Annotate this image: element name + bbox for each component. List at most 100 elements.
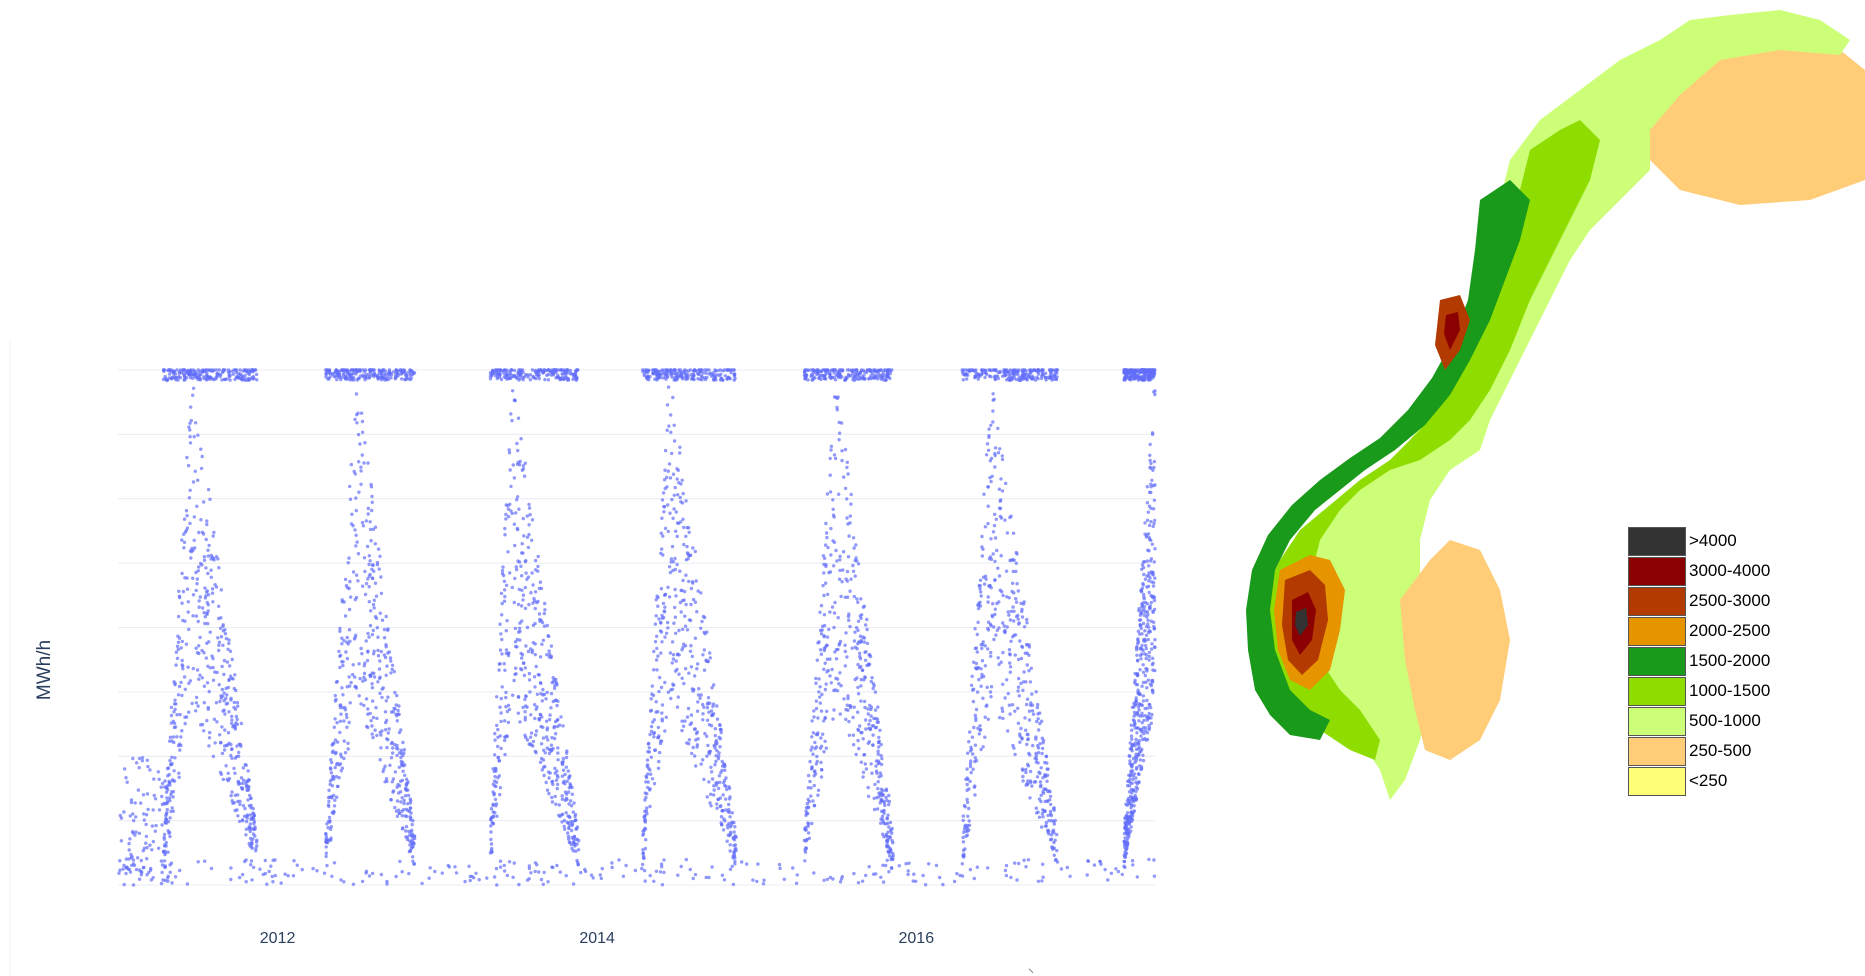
scatter-point bbox=[871, 872, 876, 876]
scatter-point bbox=[204, 656, 208, 660]
scatter-point bbox=[345, 635, 349, 640]
scatter-point bbox=[368, 623, 373, 628]
scatter-point bbox=[331, 775, 336, 779]
scatter-point bbox=[205, 522, 209, 527]
scatter-point bbox=[185, 370, 189, 374]
scatter-point bbox=[338, 626, 342, 631]
scatter-point bbox=[528, 513, 532, 517]
scatter-point bbox=[1151, 610, 1155, 614]
scatter-point bbox=[840, 458, 844, 463]
scatter-point bbox=[1135, 672, 1140, 676]
scatter-point bbox=[205, 681, 210, 685]
scatter-point bbox=[211, 534, 215, 538]
scatter-point bbox=[183, 619, 187, 623]
scatter-point bbox=[709, 792, 713, 796]
scatter-point bbox=[871, 733, 875, 737]
scatter-point bbox=[399, 748, 404, 752]
scatter-point bbox=[816, 793, 820, 797]
scatter-point bbox=[356, 552, 361, 556]
scatter-point bbox=[554, 732, 558, 736]
scatter-point bbox=[380, 695, 384, 700]
scatter-point bbox=[242, 368, 246, 372]
scatter-point bbox=[556, 373, 560, 377]
scatter-point bbox=[654, 614, 658, 618]
scatter-point bbox=[507, 448, 511, 452]
scatter-point bbox=[170, 806, 174, 810]
scatter-point bbox=[503, 368, 507, 372]
scatter-point bbox=[517, 587, 521, 592]
scatter-point bbox=[205, 600, 209, 605]
scatter-point bbox=[555, 782, 560, 787]
scatter-point bbox=[849, 492, 853, 497]
scatter-point bbox=[1136, 637, 1140, 641]
scatter-point bbox=[832, 376, 836, 380]
scatter-point bbox=[176, 693, 181, 697]
scatter-point bbox=[666, 690, 671, 694]
scatter-point bbox=[828, 473, 832, 477]
scatter-point bbox=[996, 451, 1001, 455]
scatter-point bbox=[1038, 721, 1042, 726]
scatter-point bbox=[835, 559, 839, 563]
scatter-point bbox=[967, 787, 971, 791]
scatter-point bbox=[1143, 610, 1148, 614]
scatter-point bbox=[177, 589, 181, 593]
scatter-point bbox=[1055, 375, 1059, 379]
scatter-point bbox=[388, 656, 393, 660]
scatter-point bbox=[971, 752, 975, 756]
scatter-point bbox=[680, 372, 684, 376]
scatter-point bbox=[176, 634, 180, 638]
scatter-point bbox=[1005, 678, 1009, 682]
scatter-point bbox=[199, 373, 203, 377]
scatter-point bbox=[656, 766, 661, 770]
scatter-point bbox=[573, 842, 577, 847]
scatter-point bbox=[967, 828, 971, 832]
scatter-point bbox=[367, 562, 371, 567]
scatter-point bbox=[1018, 734, 1022, 738]
scatter-point bbox=[526, 375, 530, 379]
scatter-point bbox=[514, 567, 519, 572]
scatter-point bbox=[707, 749, 712, 754]
scatter-point bbox=[673, 587, 677, 592]
scatter-point bbox=[1149, 600, 1154, 605]
scatter-point bbox=[194, 701, 199, 705]
scatter-point bbox=[962, 854, 966, 858]
scatter-point bbox=[220, 664, 224, 669]
scatter-point bbox=[251, 377, 255, 381]
scatter-point bbox=[964, 834, 968, 838]
scatter-point bbox=[510, 418, 514, 423]
scatter-point bbox=[489, 807, 494, 811]
scatter-point bbox=[732, 368, 736, 372]
scatter-point bbox=[329, 825, 333, 829]
scatter-point bbox=[845, 465, 849, 470]
scatter-point bbox=[641, 368, 645, 372]
scatter-point bbox=[333, 751, 338, 756]
scatter-point bbox=[403, 794, 408, 798]
scatter-point bbox=[876, 705, 880, 709]
scatter-point bbox=[207, 736, 212, 740]
scatter-point bbox=[386, 374, 390, 378]
scatter-point bbox=[497, 668, 501, 672]
scatter-point bbox=[825, 670, 829, 674]
scatter-point bbox=[526, 649, 531, 654]
scatter-point bbox=[378, 691, 382, 696]
scatter-point bbox=[812, 803, 817, 808]
scatter-point bbox=[517, 378, 521, 382]
scatter-point bbox=[860, 668, 865, 673]
scatter-point bbox=[857, 375, 862, 380]
scatter-point bbox=[372, 368, 376, 372]
scatter-point bbox=[517, 507, 521, 511]
scatter-point bbox=[881, 809, 886, 813]
scatter-point bbox=[200, 676, 204, 680]
scatter-point bbox=[1138, 703, 1142, 707]
scatter-point bbox=[981, 575, 986, 579]
scatter-point bbox=[327, 371, 332, 375]
scatter-point bbox=[226, 368, 231, 372]
scatter-point bbox=[824, 531, 829, 535]
scatter-point bbox=[851, 563, 855, 568]
scatter-point bbox=[196, 860, 200, 864]
scatter-point bbox=[817, 376, 821, 380]
scatter-point bbox=[403, 814, 407, 818]
scatter-point bbox=[502, 662, 506, 666]
scatter-point bbox=[375, 560, 380, 565]
scatter-point bbox=[831, 877, 835, 881]
